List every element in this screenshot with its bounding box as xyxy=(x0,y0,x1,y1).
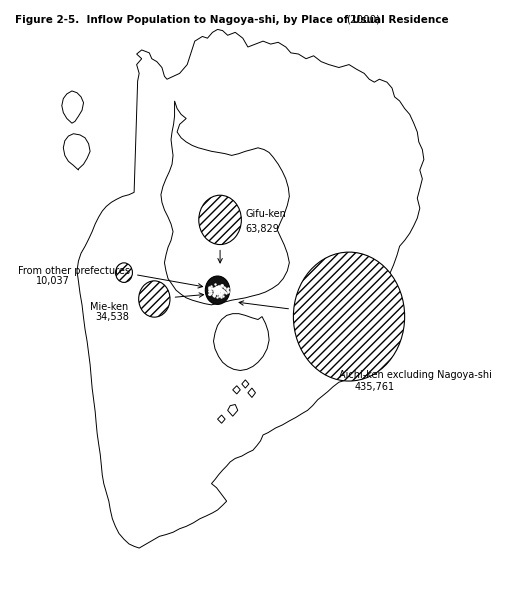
Text: Figure 2-5.  Inflow Population to Nagoya-shi, by Place of Usual Residence: Figure 2-5. Inflow Population to Nagoya-… xyxy=(15,15,449,25)
Text: 10,037: 10,037 xyxy=(36,276,69,286)
Circle shape xyxy=(116,263,133,282)
Text: 435,761: 435,761 xyxy=(354,382,394,392)
Text: 63,829: 63,829 xyxy=(245,224,279,234)
Text: Mie-ken: Mie-ken xyxy=(90,302,128,312)
Circle shape xyxy=(294,252,405,381)
Text: Gifu-ken: Gifu-ken xyxy=(245,209,286,219)
Circle shape xyxy=(205,276,230,304)
Text: Aichi-ken excluding Nagoya-shi: Aichi-ken excluding Nagoya-shi xyxy=(339,370,492,380)
Text: (2000): (2000) xyxy=(347,15,381,25)
Circle shape xyxy=(139,281,170,317)
Text: From other prefectures: From other prefectures xyxy=(18,266,130,276)
Circle shape xyxy=(199,195,241,245)
Text: 34,538: 34,538 xyxy=(95,312,129,322)
